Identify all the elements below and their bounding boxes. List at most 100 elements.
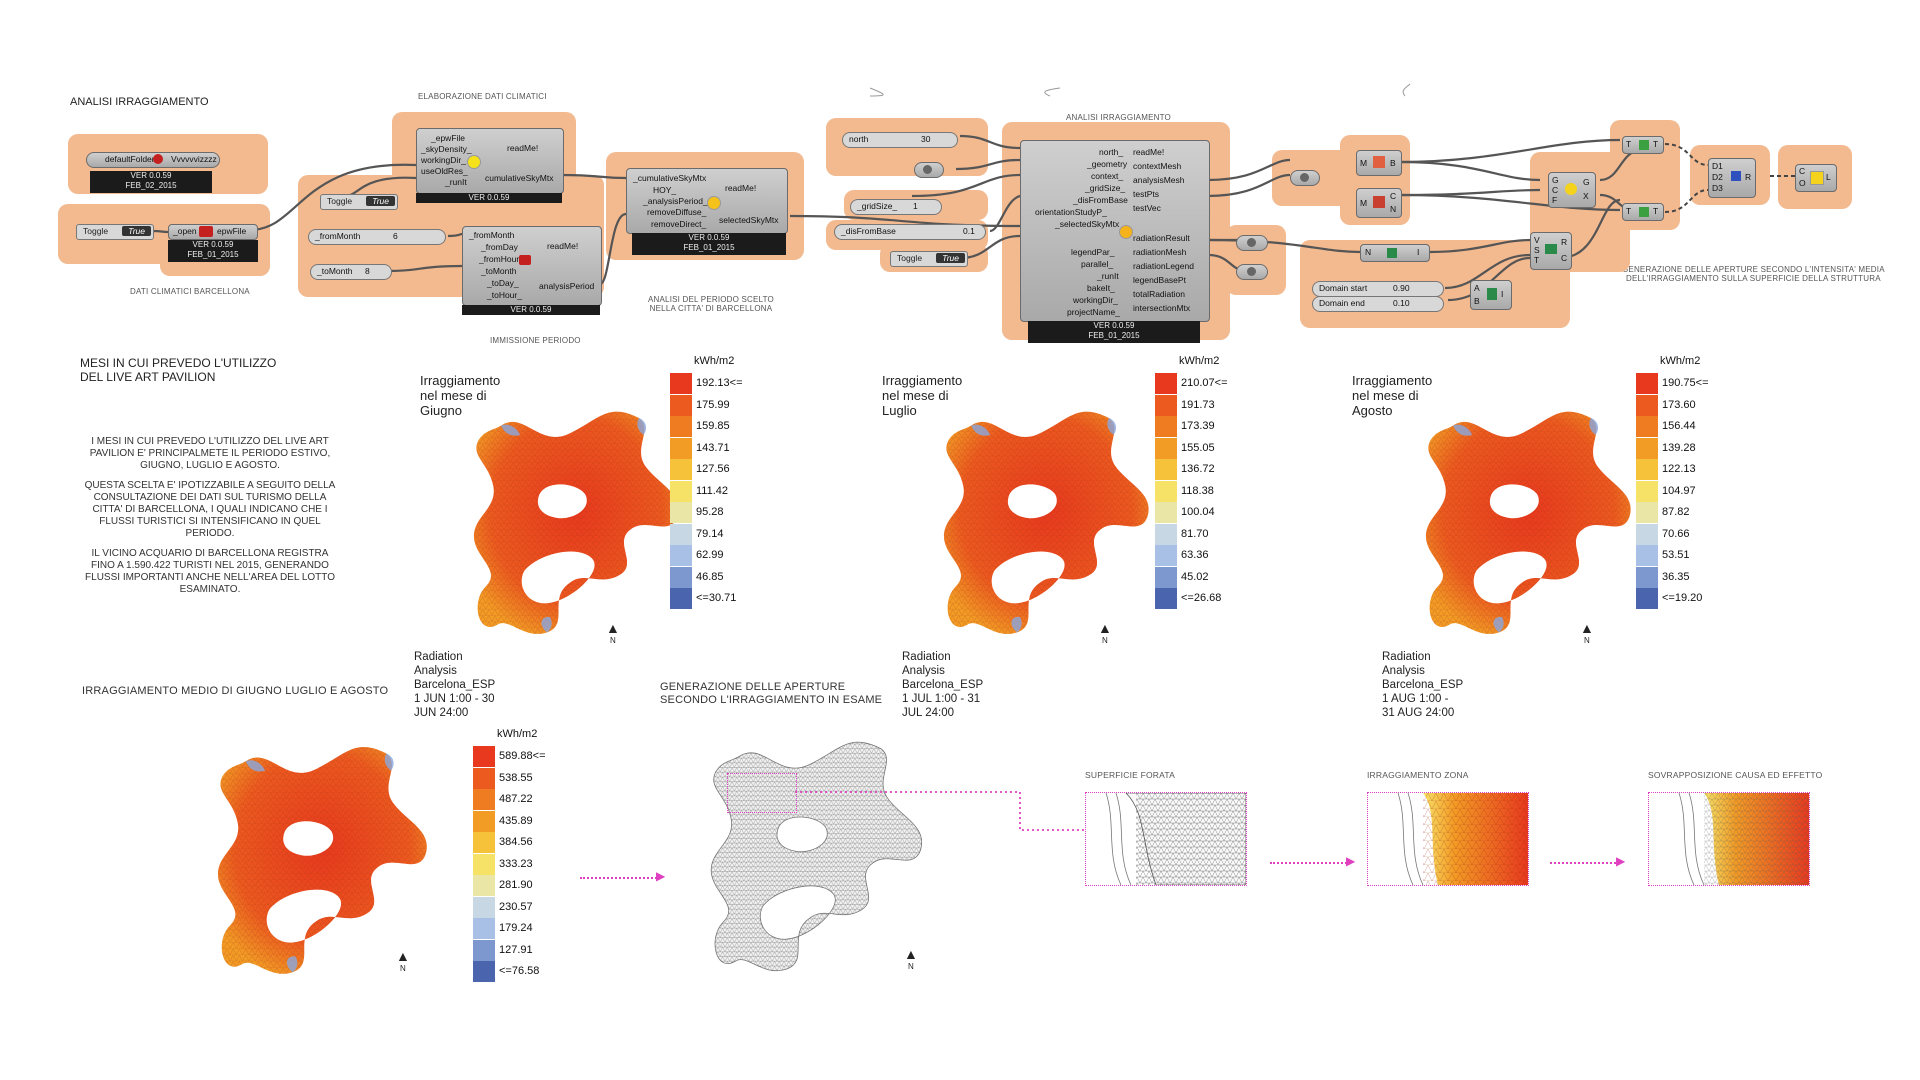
relay-icon-1 — [1247, 238, 1256, 247]
legend-swatch — [1155, 588, 1177, 609]
geometry-param[interactable] — [914, 162, 944, 178]
disfrombase-slider[interactable]: _disFromBase 0.1 — [834, 224, 986, 240]
analysis-period-node[interactable]: _fromMonth _fromDay _fromHour _toMonth _… — [462, 226, 602, 306]
selected-sky-node[interactable]: _cumulativeSkyMtx HOY_ _analysisPeriod_ … — [626, 168, 788, 234]
sky-matrix-node[interactable]: _epwFile _skyDensity_ workingDir_ useOld… — [416, 128, 564, 194]
north-slider[interactable]: north 30 — [842, 132, 958, 148]
gridsize-slider[interactable]: _gridSize_ 1 — [850, 199, 942, 215]
legend-value: 190.75<= — [1662, 377, 1709, 389]
arrow-1 — [580, 877, 660, 879]
relay-param-1[interactable] — [1236, 235, 1268, 251]
mesi-title: MESI IN CUI PREVEDO L'UTILIZZO DEL LIVE A… — [80, 356, 277, 384]
legend-swatch — [670, 502, 692, 523]
legend-swatch — [670, 394, 692, 416]
deconstruct-mesh-1[interactable]: M B — [1356, 150, 1402, 176]
mesh-param-icon — [1300, 173, 1309, 182]
default-folder-node[interactable]: defaultFolder Vvvvvvizzzz — [86, 152, 220, 168]
rad-in-north: north_ — [1099, 147, 1124, 157]
domain-icon — [1487, 288, 1497, 300]
to-month-slider[interactable]: _toMonth 8 — [310, 264, 392, 280]
average-north-icon: ▲ — [396, 948, 410, 964]
map-july-north-label: N — [1102, 636, 1108, 645]
legend-swatch — [473, 961, 495, 982]
label-analisi-periodo: ANALISI DEL PERIODO SCELTO NELLA CITTA' D… — [648, 295, 774, 313]
domain-end-slider[interactable]: Domain end 0.10 — [1312, 296, 1444, 312]
detail-leader — [795, 791, 1085, 831]
irr-zona-label: IRRAGGIAMENTO ZONA — [1367, 770, 1469, 780]
open-epw-node[interactable]: _open epwFile — [168, 224, 258, 240]
toggle-runit-radiation[interactable]: Toggle True — [890, 251, 968, 267]
average-north-label: N — [400, 964, 406, 973]
selected-sky-version: VER 0.0.59 FEB_01_2015 — [632, 233, 786, 255]
mesh-icon-2 — [1373, 196, 1385, 208]
perforated-north-icon: ▲ — [904, 946, 918, 962]
period-input-today: _toDay_ — [487, 278, 519, 288]
legend-value: 104.97 — [1662, 484, 1696, 497]
rad-out-contextmesh: contextMesh — [1133, 161, 1182, 171]
to-month-label: _toMonth — [317, 266, 353, 276]
mesh-param[interactable] — [1290, 170, 1320, 186]
error-icon — [153, 154, 163, 164]
to-month-value: 8 — [365, 266, 370, 276]
legend-swatch — [473, 746, 495, 767]
detail-perforated — [1085, 792, 1247, 886]
tree-component-2[interactable]: T T — [1622, 203, 1664, 221]
legend-swatch — [670, 545, 692, 566]
map-august-north-label: N — [1584, 636, 1590, 645]
rad-in-context: context_ — [1091, 171, 1124, 181]
legend-swatch — [1155, 459, 1177, 480]
domain-start-label: Domain start — [1319, 283, 1368, 293]
legend-swatch — [670, 566, 692, 588]
sky-input-epw: _epwFile — [431, 133, 466, 143]
toggle-open[interactable]: Toggle True — [76, 224, 154, 240]
toggle-runit[interactable]: Toggle True — [320, 194, 398, 210]
label-elaborazione: ELABORAZIONE DATI CLIMATICI — [418, 92, 547, 101]
legend-value: 143.71 — [696, 441, 730, 454]
legend-swatch — [1155, 502, 1177, 523]
label-dati-climatici: DATI CLIMATICI BARCELLONA — [130, 287, 250, 296]
legend-swatch — [1155, 394, 1177, 416]
rad-out-mesh: radiationMesh — [1133, 247, 1187, 257]
sel-input-period: _analysisPeriod_ — [643, 196, 708, 206]
rad-out-analysismesh: analysisMesh — [1133, 175, 1185, 185]
legend-value: 281.90 — [499, 879, 533, 891]
domain-start-slider[interactable]: Domain start 0.90 — [1312, 281, 1444, 297]
sky-output-cumulative: cumulativeSkyMtx — [485, 173, 554, 183]
tree-component-1[interactable]: T T — [1622, 136, 1664, 154]
period-input-tohour: _toHour_ — [487, 290, 522, 300]
sky-input-oldres: useOldRes_ — [421, 166, 468, 176]
description-paragraph: I MESI IN CUI PREVEDO L'UTILIZZO DEL LIV… — [84, 436, 336, 595]
map-july-north-icon: ▲ — [1098, 620, 1112, 636]
gridsize-label: _gridSize_ — [857, 201, 898, 211]
legend-swatch — [1155, 373, 1177, 394]
legend-value: 192.13<= — [696, 377, 743, 389]
map-july-title: Irraggiamento nel mese di Luglio — [882, 373, 963, 418]
arrow-1-head: ▶ — [656, 869, 666, 883]
radiation-analysis-node[interactable]: north_ _geometry context_ _gridSize_ _di… — [1020, 140, 1210, 322]
arrow-2-head: ▶ — [1346, 854, 1356, 868]
sky-component-icon — [467, 155, 481, 169]
legend-value: 159.85 — [696, 420, 730, 432]
relay-param-2[interactable] — [1236, 264, 1268, 280]
legend-value: 487.22 — [499, 793, 533, 805]
north-value: 30 — [921, 134, 931, 144]
legend-value: 81.70 — [1181, 527, 1209, 540]
map-june-caption: Radiation Analysis Barcelona_ESP 1 JUN 1:0… — [414, 651, 496, 719]
weave-component[interactable]: D1 D2 D3 R — [1708, 158, 1756, 198]
legend-value: 230.57 — [499, 900, 533, 913]
list-component[interactable]: N I — [1360, 244, 1430, 262]
from-month-slider[interactable]: _fromMonth 6 — [308, 229, 446, 245]
default-folder-label: defaultFolder — [105, 154, 155, 164]
legend-value: 127.56 — [696, 463, 730, 475]
legend-swatch — [473, 896, 495, 918]
legend-swatch — [473, 918, 495, 939]
sel-output-selected: selectedSkyMtx — [719, 215, 779, 225]
legend-swatch — [473, 810, 495, 832]
relay-icon-2 — [1247, 267, 1256, 276]
rad-in-orientation: orientationStudyP_ — [1035, 207, 1107, 217]
